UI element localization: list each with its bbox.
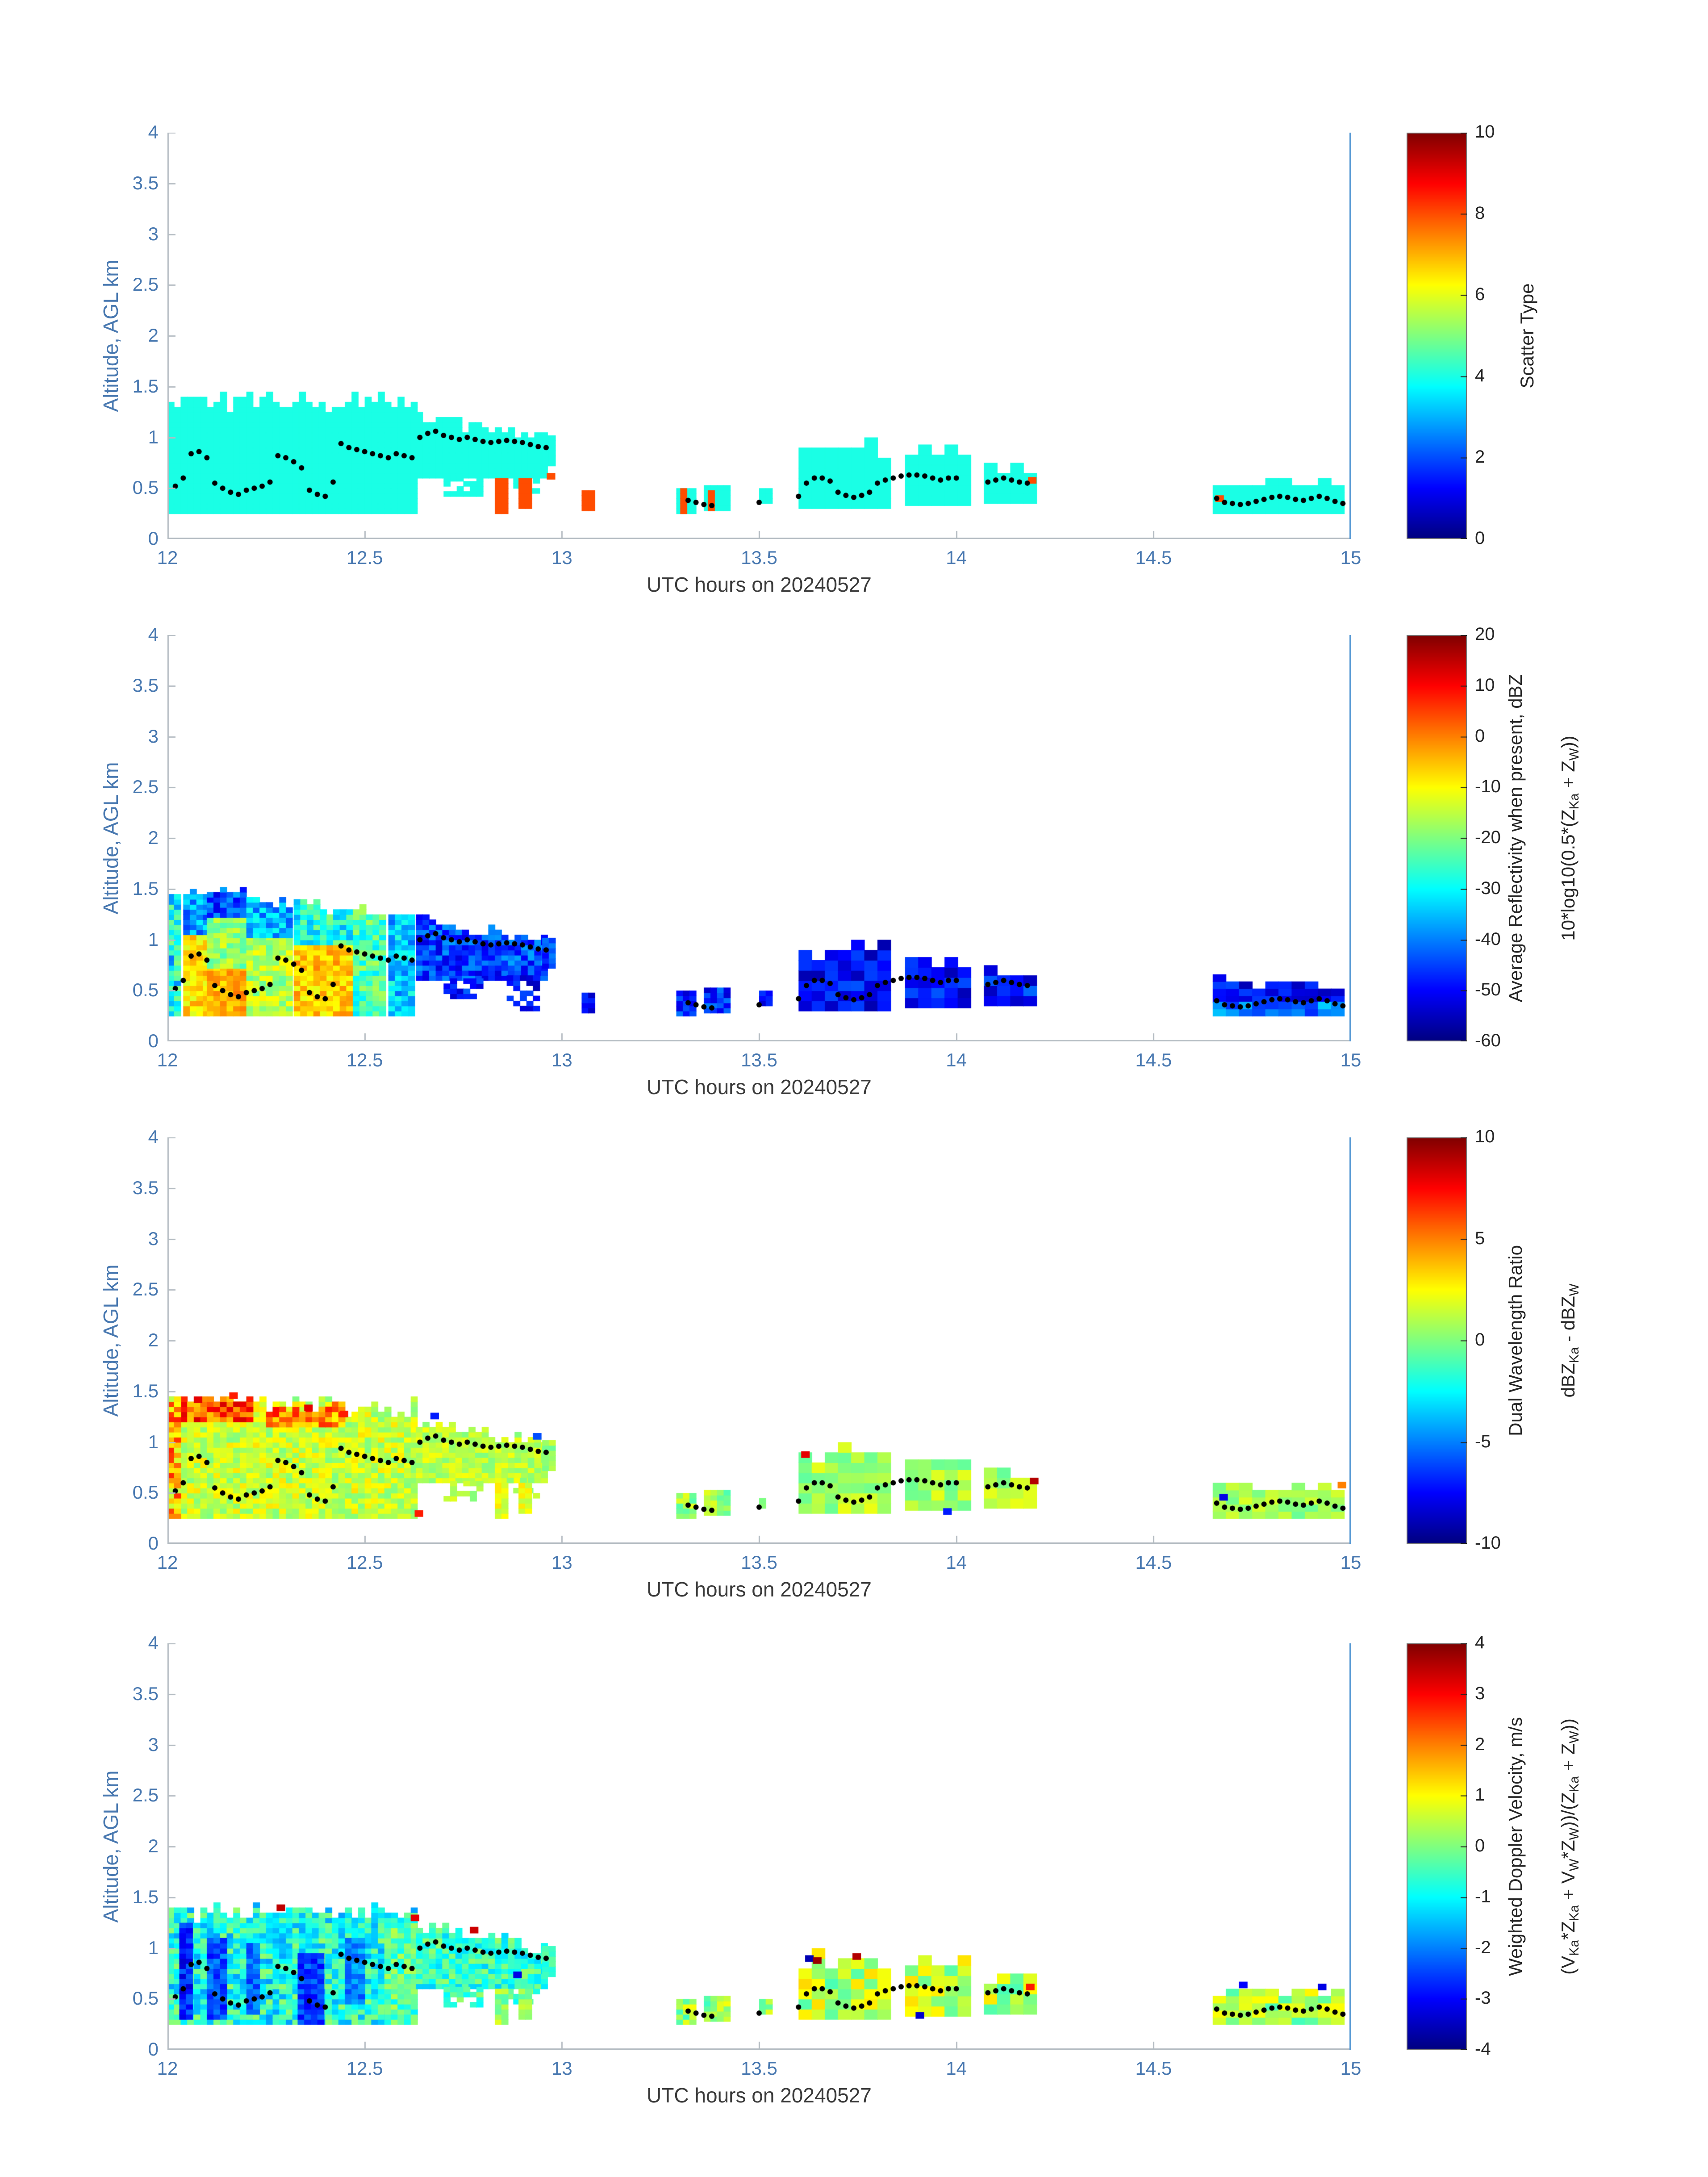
x-tick-label: 14.5 <box>1135 1049 1172 1070</box>
y-tick-label: 0 <box>148 2039 159 2060</box>
x-tick-label: 12 <box>157 1049 178 1070</box>
y-tick-label: 3.5 <box>132 172 159 193</box>
x-tick-label: 12 <box>157 547 178 568</box>
panel-reflectivity: Altitude, AGL km 0 0.5 1 1.5 2 2.5 3 3.5 4 12 12.… <box>0 624 1708 1169</box>
heatmap-canvas-doppler <box>167 1643 1351 2050</box>
colorbar-title-line1: Weighted Doppler Velocity, m/s <box>1504 1717 1526 1976</box>
colorbar-reflectivity <box>1407 635 1467 1041</box>
y-tick-label: 4 <box>148 121 159 142</box>
colorbar-tick-label: 4 <box>1475 366 1485 385</box>
x-tick-label: 12 <box>157 1552 178 1573</box>
x-tick-label: 14 <box>946 547 967 568</box>
y-axis-label: Altitude, AGL km <box>99 762 122 915</box>
x-tick-label: 15 <box>1340 547 1361 568</box>
y-tick-label: 3.5 <box>132 674 159 696</box>
x-tick-label: 15 <box>1340 1552 1361 1573</box>
y-tick-label: 3.5 <box>132 1683 159 1704</box>
colorbar-tick-label: -3 <box>1475 1988 1491 2008</box>
x-tick-label: 13.5 <box>741 1552 777 1573</box>
y-tick-label: 1 <box>148 1431 159 1452</box>
x-tick-label: 15 <box>1340 2058 1361 2079</box>
y-tick-label: 0.5 <box>132 1482 159 1503</box>
x-axis-label: UTC hours on 20240527 <box>647 1578 872 1601</box>
colorbar-title-line1: Scatter Type <box>1516 283 1537 389</box>
x-tick-label: 13 <box>551 1049 572 1070</box>
y-axis-label: Altitude, AGL km <box>99 1264 122 1417</box>
colorbar-title-line1: Average Reflectivity when present, dBZ <box>1504 674 1526 1003</box>
colorbar-title-line2: 10*log10(0.5*(ZKa + ZW)) <box>1557 735 1582 941</box>
x-axis-label: UTC hours on 20240527 <box>647 1075 872 1099</box>
x-tick-label: 12.5 <box>346 1552 383 1573</box>
x-tick-label: 13.5 <box>741 547 777 568</box>
colorbar-doppler <box>1407 1643 1467 2050</box>
colorbar-tick-label: -10 <box>1475 1533 1501 1553</box>
y-tick-label: 3 <box>148 1228 159 1249</box>
y-axis-label: Altitude, AGL km <box>99 1770 122 1923</box>
heatmap-canvas-dwr <box>167 1137 1351 1544</box>
y-tick-label: 0 <box>148 528 159 549</box>
colorbar-tick-label: 10 <box>1475 122 1495 142</box>
panel-scatter-type: Altitude, AGL km 0 0.5 1 1.5 2 2.5 3 3.5 4 12 12.… <box>0 121 1708 666</box>
colorbar-title: Dual Wavelength Ratio dBZKa - dBZW <box>1489 1245 1601 1436</box>
colorbar-tick-label: 3 <box>1475 1683 1485 1703</box>
x-axis-label: UTC hours on 20240527 <box>647 573 872 596</box>
x-tick-label: 13.5 <box>741 2058 777 2079</box>
heatmap-canvas-scatter-type <box>167 133 1351 539</box>
x-tick-label: 14.5 <box>1135 547 1172 568</box>
x-tick-label: 12.5 <box>346 1049 383 1070</box>
colorbar-dwr <box>1407 1137 1467 1544</box>
colorbar-title-line2: (VKa*ZKa + VW*ZW))/(ZKa + ZW)) <box>1557 1718 1582 1975</box>
y-tick-label: 0.5 <box>132 979 159 1001</box>
x-tick-label: 14.5 <box>1135 2058 1172 2079</box>
y-axis-label: Altitude, AGL km <box>99 259 122 412</box>
x-tick-label: 12 <box>157 2058 178 2079</box>
y-tick-label: 0 <box>148 1030 159 1051</box>
colorbar-tick-label: 2 <box>1475 447 1485 467</box>
x-tick-label: 14.5 <box>1135 1552 1172 1573</box>
colorbar-title: Scatter Type <box>1516 283 1538 388</box>
x-tick-label: 13.5 <box>741 1049 777 1070</box>
y-tick-label: 3 <box>148 1734 159 1755</box>
colorbar-scatter-type <box>1407 133 1467 539</box>
y-tick-label: 0 <box>148 1533 159 1554</box>
y-tick-label: 1 <box>148 426 159 447</box>
x-tick-label: 12.5 <box>346 2058 383 2079</box>
colorbar-title: Weighted Doppler Velocity, m/s (VKa*ZKa … <box>1489 1717 1601 1976</box>
x-tick-label: 15 <box>1340 1049 1361 1070</box>
x-tick-label: 14 <box>946 1552 967 1573</box>
colorbar-tick-label: 6 <box>1475 284 1485 304</box>
x-tick-label: 14 <box>946 2058 967 2079</box>
colorbar-tick-label: 8 <box>1475 203 1485 223</box>
y-tick-label: 3 <box>148 223 159 244</box>
x-tick-label: 13 <box>551 2058 572 2079</box>
y-tick-label: 3.5 <box>132 1177 159 1198</box>
x-tick-label: 13 <box>551 547 572 568</box>
colorbar-title: Average Reflectivity when present, dBZ 1… <box>1489 674 1601 1003</box>
colorbar-title-line2: dBZKa - dBZW <box>1557 1283 1582 1398</box>
colorbar-tick-label: -60 <box>1475 1031 1501 1050</box>
y-tick-label: 1 <box>148 1937 159 1958</box>
colorbar-tick-label: -4 <box>1475 2039 1491 2059</box>
y-tick-label: 0.5 <box>132 1988 159 2009</box>
y-tick-label: 1 <box>148 928 159 950</box>
x-axis-label: UTC hours on 20240527 <box>647 2084 872 2107</box>
panel-dual-wavelength-ratio: Altitude, AGL km 0 0.5 1 1.5 2 2.5 3 3.5 4 12 12.… <box>0 1126 1708 1671</box>
x-tick-label: 12.5 <box>346 547 383 568</box>
colorbar-tick-label: 0 <box>1475 528 1485 548</box>
y-tick-label: 3 <box>148 725 159 747</box>
x-tick-label: 13 <box>551 1552 572 1573</box>
panel-doppler-velocity: Altitude, AGL km 0 0.5 1 1.5 2 2.5 3 3.5 4 12 12.… <box>0 1632 1708 2177</box>
y-tick-label: 0.5 <box>132 477 159 498</box>
colorbar-title-line1: Dual Wavelength Ratio <box>1504 1245 1526 1436</box>
heatmap-canvas-reflectivity <box>167 635 1351 1041</box>
x-tick-label: 14 <box>946 1049 967 1070</box>
